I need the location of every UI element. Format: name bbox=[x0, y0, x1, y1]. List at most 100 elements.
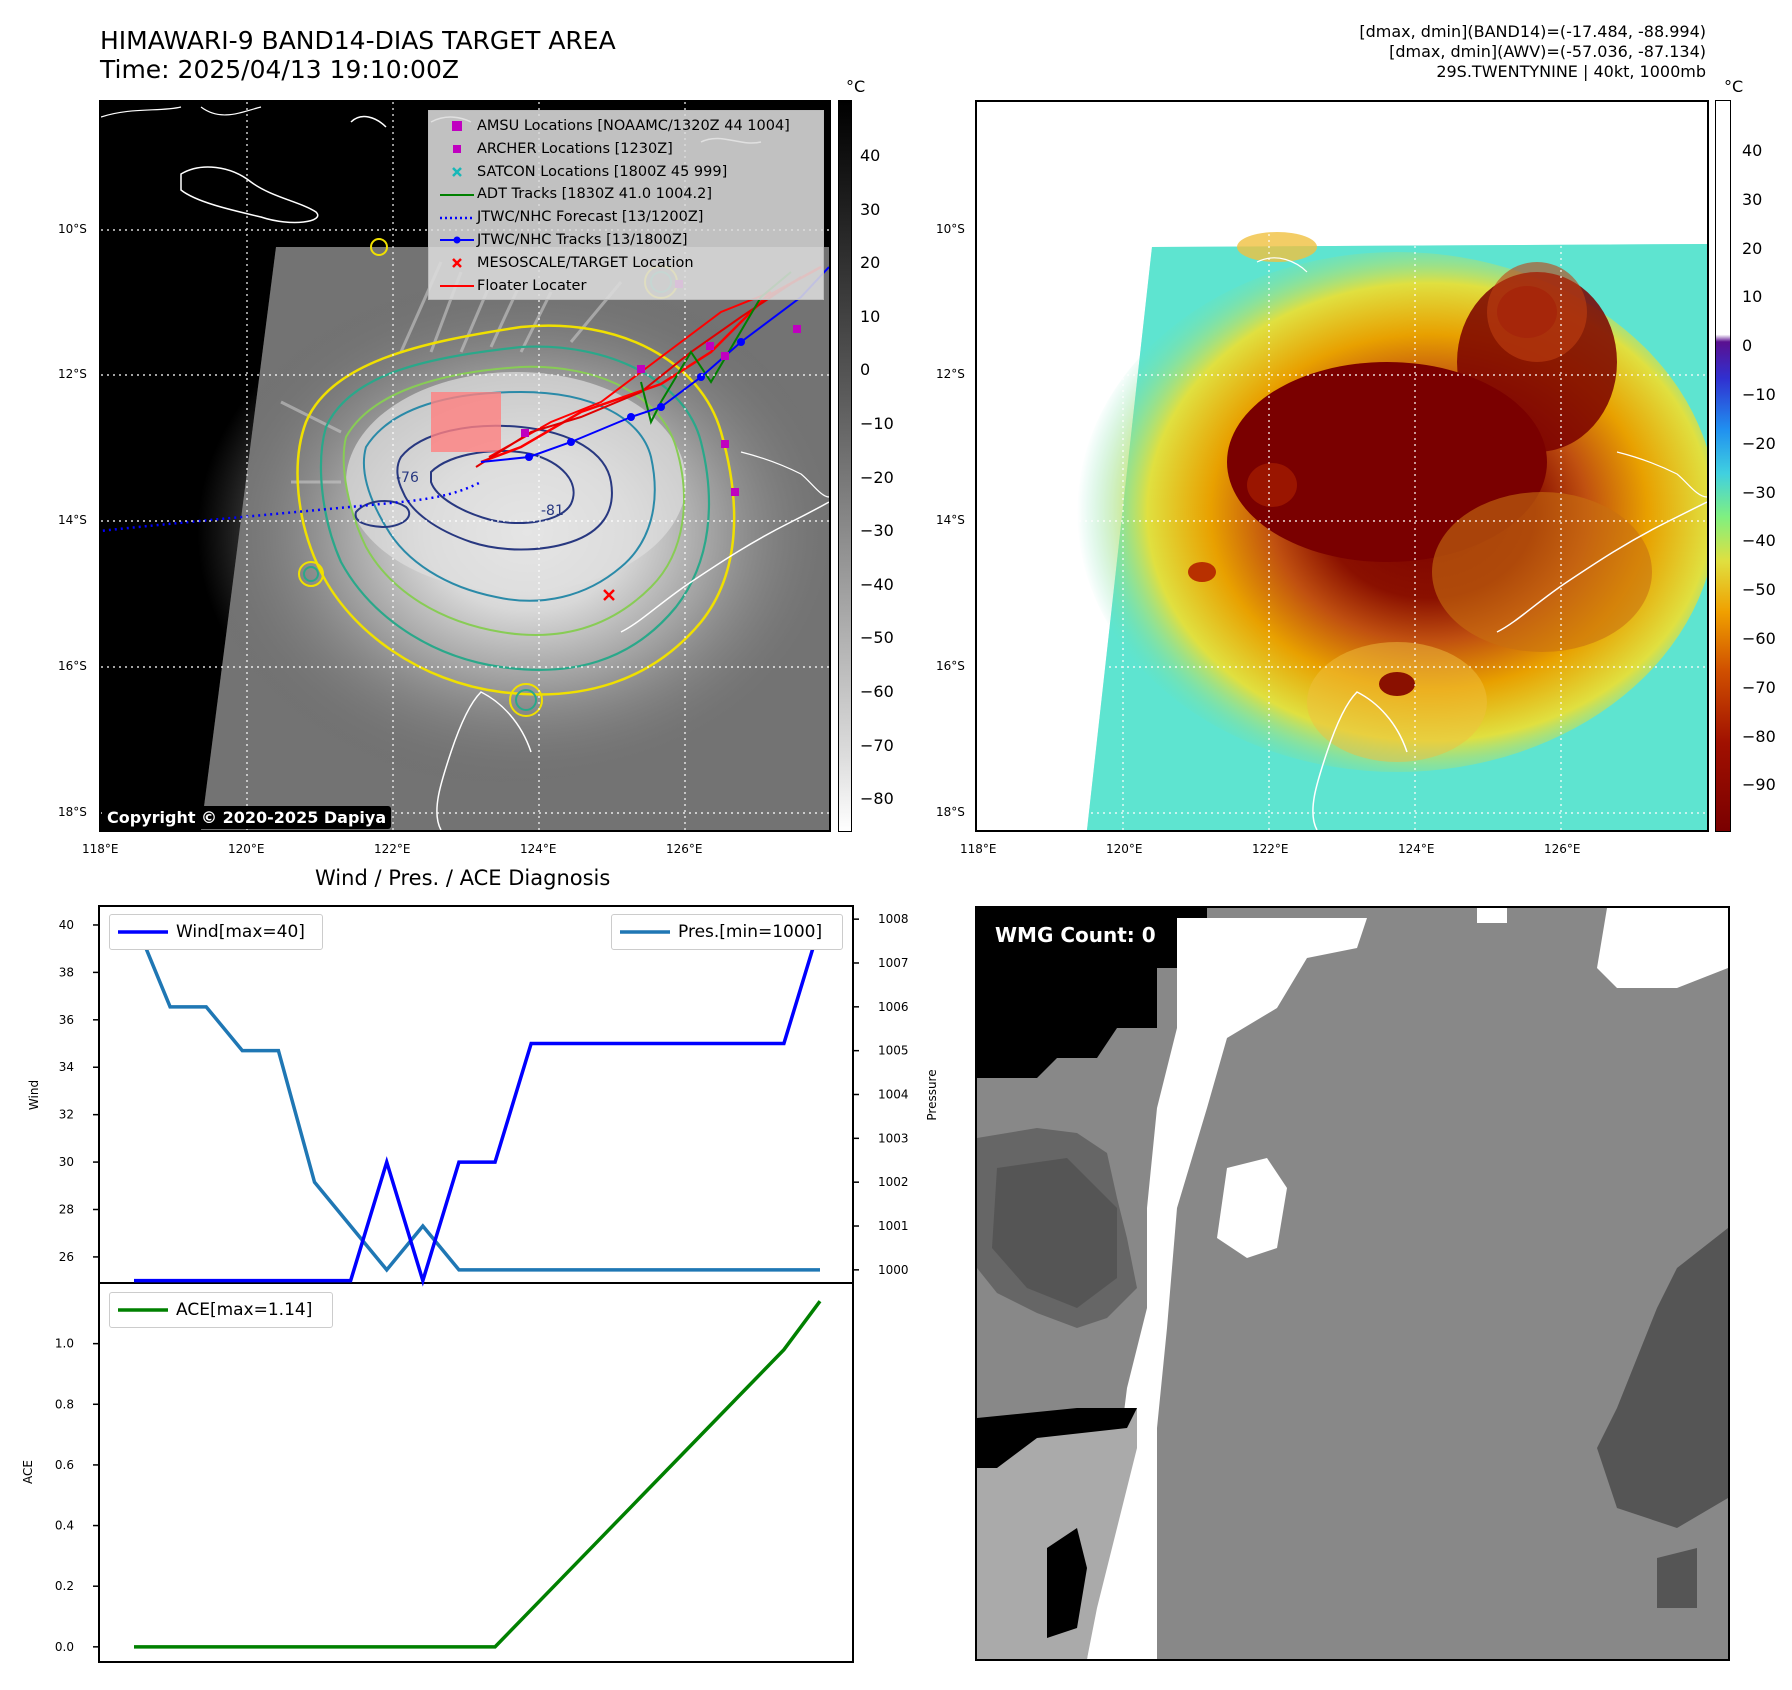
wind-tick-label: 38 bbox=[59, 965, 74, 979]
ace-tick-label: 0.2 bbox=[55, 1579, 74, 1593]
main-title: HIMAWARI-9 BAND14-DIAS TARGET AREA bbox=[100, 26, 616, 55]
right-lat-label-18s: 18°S bbox=[936, 805, 965, 819]
wind-axis-ticks: 26 28 30 32 34 36 38 40 bbox=[59, 918, 99, 1264]
wind-tick-label: 26 bbox=[59, 1250, 74, 1264]
right-colorbar-unit: °C bbox=[1724, 77, 1744, 96]
wmg-count-label: WMG Count: 0 bbox=[987, 920, 1164, 950]
left-colorbar bbox=[838, 100, 852, 832]
wind-pressure-plot-frame bbox=[98, 905, 854, 1284]
storm-info: 29S.TWENTYNINE | 40kt, 1000mb bbox=[1436, 62, 1706, 81]
left-lat-label-18s: 18°S bbox=[58, 805, 87, 819]
ace-line bbox=[134, 1300, 822, 1649]
pressure-tick-label: 1004 bbox=[878, 1088, 909, 1102]
pressure-tick-label: 1007 bbox=[878, 956, 909, 970]
left-colorbar-tick-label: 20 bbox=[860, 253, 881, 273]
right-colorbar-tick-label: 20 bbox=[1742, 238, 1763, 258]
map-legend: AMSU Locations [NOAAMC/1320Z 44 1004] AR… bbox=[428, 110, 824, 300]
wind-axis-label: Wind bbox=[27, 1080, 41, 1110]
copyright-label: Copyright © 2020-2025 Dapiya bbox=[102, 806, 392, 829]
ace-legend: ACE[max=1.14] bbox=[109, 1292, 333, 1328]
left-colorbar-tick-label: 0 bbox=[860, 360, 871, 380]
right-colorbar-tick-label: 10 bbox=[1742, 287, 1763, 307]
left-colorbar-tick-label: 10 bbox=[860, 306, 881, 326]
legend-target: MESOSCALE/TARGET Location bbox=[437, 252, 815, 275]
right-lat-label-12s: 12°S bbox=[936, 367, 965, 381]
left-colorbar-tick-label: −60 bbox=[860, 682, 894, 701]
pressure-tick-label: 1003 bbox=[878, 1131, 909, 1145]
ace-series bbox=[134, 1300, 822, 1649]
left-lon-label-122: 122°E bbox=[374, 842, 411, 856]
left-lat-label-10s: 10°S bbox=[58, 222, 87, 236]
left-colorbar-tick-label: −40 bbox=[860, 574, 894, 594]
right-colorbar-tick-label: −70 bbox=[1742, 677, 1776, 697]
wind-tick-label: 32 bbox=[59, 1108, 74, 1122]
right-colorbar-tick-label: −20 bbox=[1742, 433, 1776, 453]
right-lon-label-122: 122°E bbox=[1252, 842, 1289, 856]
left-lon-label-126: 126°E bbox=[666, 842, 703, 856]
left-lat-label-16s: 16°S bbox=[58, 659, 87, 673]
pressure-tick-label: 1008 bbox=[878, 912, 909, 926]
legend-satcon: SATCON Locations [1800Z 45 999] bbox=[437, 161, 815, 184]
dmax-band14-info: [dmax, dmin](BAND14)=(-17.484, -88.994) bbox=[1359, 22, 1706, 41]
legend-archer: ARCHER Locations [1230Z] bbox=[437, 138, 815, 161]
diagnosis-title: Wind / Pres. / ACE Diagnosis bbox=[315, 866, 611, 890]
right-colorbar-tick-label: −30 bbox=[1742, 482, 1776, 502]
legend-amsu: AMSU Locations [NOAAMC/1320Z 44 1004] bbox=[437, 115, 815, 138]
left-colorbar-tick-label: −50 bbox=[860, 628, 894, 648]
wind-line bbox=[134, 924, 822, 1287]
pressure-tick-label: 1000 bbox=[878, 1263, 909, 1277]
pressure-line bbox=[132, 918, 820, 1273]
right-lat-label-16s: 16°S bbox=[936, 659, 965, 673]
right-colorbar-tick-label: −10 bbox=[1742, 385, 1776, 404]
right-colorbar-tick-label: 40 bbox=[1742, 141, 1763, 160]
ace-axis-ticks: 0.0 0.2 0.4 0.6 0.8 1.0 bbox=[55, 1337, 99, 1654]
left-colorbar-tick-label: −70 bbox=[860, 735, 894, 755]
left-colorbar-tick-label: 40 bbox=[860, 146, 881, 165]
pressure-tick-label: 1002 bbox=[878, 1175, 909, 1189]
left-colorbar-tick-label: −20 bbox=[860, 467, 894, 487]
left-lat-label-14s: 14°S bbox=[58, 513, 87, 527]
pressure-tick-label: 1001 bbox=[878, 1219, 909, 1233]
pressure-axis-label: Pressure bbox=[925, 1069, 939, 1120]
left-colorbar-tick-label: 30 bbox=[860, 199, 881, 219]
contour-label-81: -81 bbox=[541, 503, 564, 519]
left-colorbar-unit: °C bbox=[846, 77, 866, 96]
ace-tick-label: 0.0 bbox=[55, 1640, 74, 1654]
pressure-legend-label: Pres.[min=1000] bbox=[678, 922, 823, 942]
legend-floater: Floater Locater bbox=[440, 277, 587, 294]
ace-tick-label: 1.0 bbox=[55, 1337, 74, 1351]
contour-label-76: -76 bbox=[396, 470, 419, 486]
ace-plot-frame bbox=[98, 1282, 854, 1663]
pressure-legend: Pres.[min=1000] bbox=[611, 914, 843, 950]
right-colorbar-tick-label: −90 bbox=[1742, 775, 1776, 795]
awv-map-panel bbox=[975, 100, 1709, 832]
wind-legend: Wind[max=40] bbox=[109, 914, 323, 950]
time-title: Time: 2025/04/13 19:10:00Z bbox=[100, 55, 459, 84]
right-colorbar-tick-label: −60 bbox=[1742, 629, 1776, 648]
wind-tick-label: 36 bbox=[59, 1013, 74, 1027]
right-colorbar bbox=[1715, 100, 1731, 832]
right-colorbar-tick-label: −50 bbox=[1742, 580, 1776, 600]
right-lat-label-10s: 10°S bbox=[936, 222, 965, 236]
ir-map-panel: -76 -81 bbox=[99, 100, 831, 832]
ace-tick-label: 0.6 bbox=[55, 1458, 74, 1472]
left-colorbar-tick-label: −80 bbox=[860, 789, 894, 809]
awv-map-image bbox=[977, 102, 1707, 830]
wind-tick-label: 34 bbox=[59, 1060, 74, 1074]
dmax-awv-info: [dmax, dmin](AWV)=(-57.036, -87.134) bbox=[1389, 42, 1706, 61]
pressure-tick-label: 1005 bbox=[878, 1044, 909, 1058]
right-colorbar-tick-label: 30 bbox=[1742, 189, 1763, 209]
legend-jtwc-tracks: JTWC/NHC Tracks [13/1800Z] bbox=[437, 229, 815, 252]
legend-adt: ADT Tracks [1830Z 41.0 1004.2] bbox=[440, 186, 713, 203]
right-lon-label-118: 118°E bbox=[960, 842, 997, 856]
wind-tick-label: 30 bbox=[59, 1155, 74, 1169]
wind-legend-label: Wind[max=40] bbox=[176, 922, 305, 942]
wind-tick-label: 28 bbox=[59, 1202, 74, 1216]
ace-axis-label: ACE bbox=[21, 1460, 35, 1484]
legend-jtwc-forecast: JTWC/NHC Forecast [13/1200Z] bbox=[440, 209, 704, 226]
left-colorbar-tick-label: −30 bbox=[860, 521, 894, 541]
right-lat-label-14s: 14°S bbox=[936, 513, 965, 527]
ace-tick-label: 0.4 bbox=[55, 1519, 74, 1533]
left-lon-label-124: 124°E bbox=[520, 842, 557, 856]
right-lon-label-124: 124°E bbox=[1398, 842, 1435, 856]
